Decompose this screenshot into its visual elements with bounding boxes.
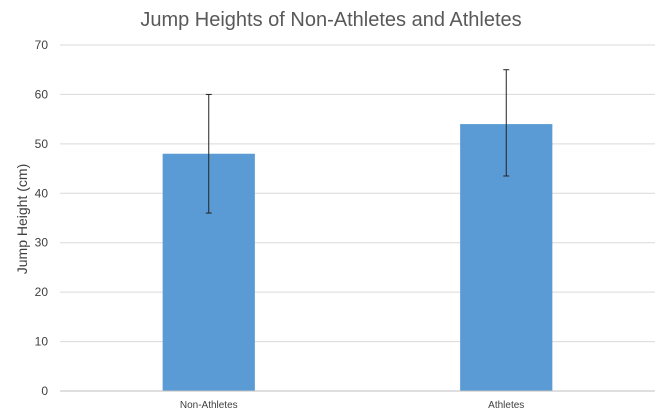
- gridlines: [60, 44, 655, 343]
- x-axis-ticks: Non-Athletes Athletes: [180, 400, 524, 411]
- chart-title: Jump Heights of Non-Athletes and Athlete…: [140, 9, 521, 31]
- y-tick-label: 30: [35, 236, 49, 250]
- y-axis-ticks: 0 10 20 30 40 50 60 70: [35, 38, 49, 398]
- x-tick-label: Non-Athletes: [180, 400, 238, 411]
- y-tick-label: 20: [35, 285, 49, 299]
- x-tick-label: Athletes: [488, 400, 524, 411]
- y-tick-label: 10: [35, 335, 49, 349]
- y-tick-label: 40: [35, 186, 49, 200]
- bars: [162, 124, 553, 391]
- y-tick-label: 60: [35, 87, 49, 101]
- y-tick-label: 70: [35, 38, 49, 52]
- y-tick-label: 50: [35, 137, 49, 151]
- y-tick-label: 0: [41, 384, 48, 398]
- y-axis-label: Jump Height (cm): [14, 164, 30, 274]
- error-bars: [205, 69, 510, 214]
